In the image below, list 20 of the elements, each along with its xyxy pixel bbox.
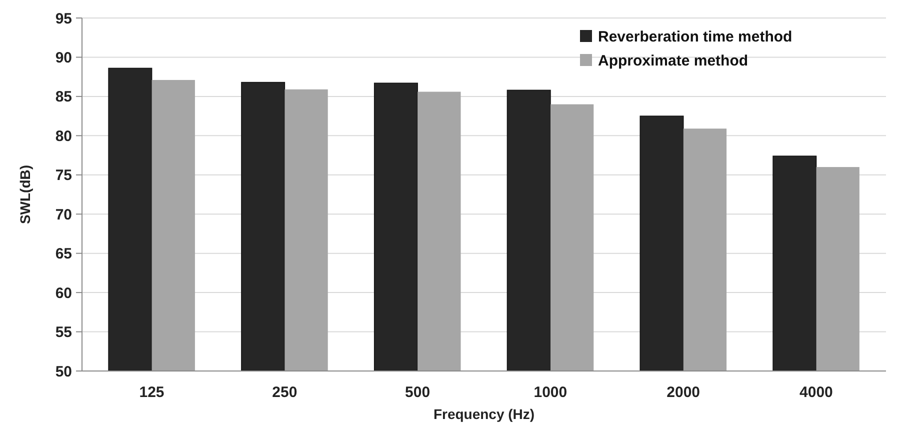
y-tick-label: 60: [55, 284, 72, 302]
x-tick-label: 2000: [666, 384, 700, 401]
y-tick-label: 85: [55, 88, 72, 106]
y-tick-label: 65: [55, 246, 72, 263]
y-axis-title: SWL(dB): [17, 164, 33, 224]
x-tick-label: 4000: [800, 384, 833, 401]
y-tick-label: 50: [55, 363, 72, 380]
x-axis-title: Frequency (Hz): [433, 406, 535, 422]
x-tick-label: 250: [272, 384, 298, 401]
legend-label: Reverberation time method: [598, 28, 792, 46]
legend-label: Approximate method: [598, 52, 748, 70]
x-tick-label: 125: [139, 384, 164, 401]
y-tick-label: 55: [55, 324, 72, 342]
x-tick-label: 1000: [534, 384, 568, 401]
y-tick-label: 95: [55, 10, 72, 28]
x-tick-label: 500: [405, 384, 430, 401]
y-tick-label: 70: [55, 206, 72, 224]
y-tick-label: 75: [55, 167, 72, 184]
y-tick-label: 90: [55, 49, 72, 66]
y-tick-label: 80: [55, 128, 72, 145]
